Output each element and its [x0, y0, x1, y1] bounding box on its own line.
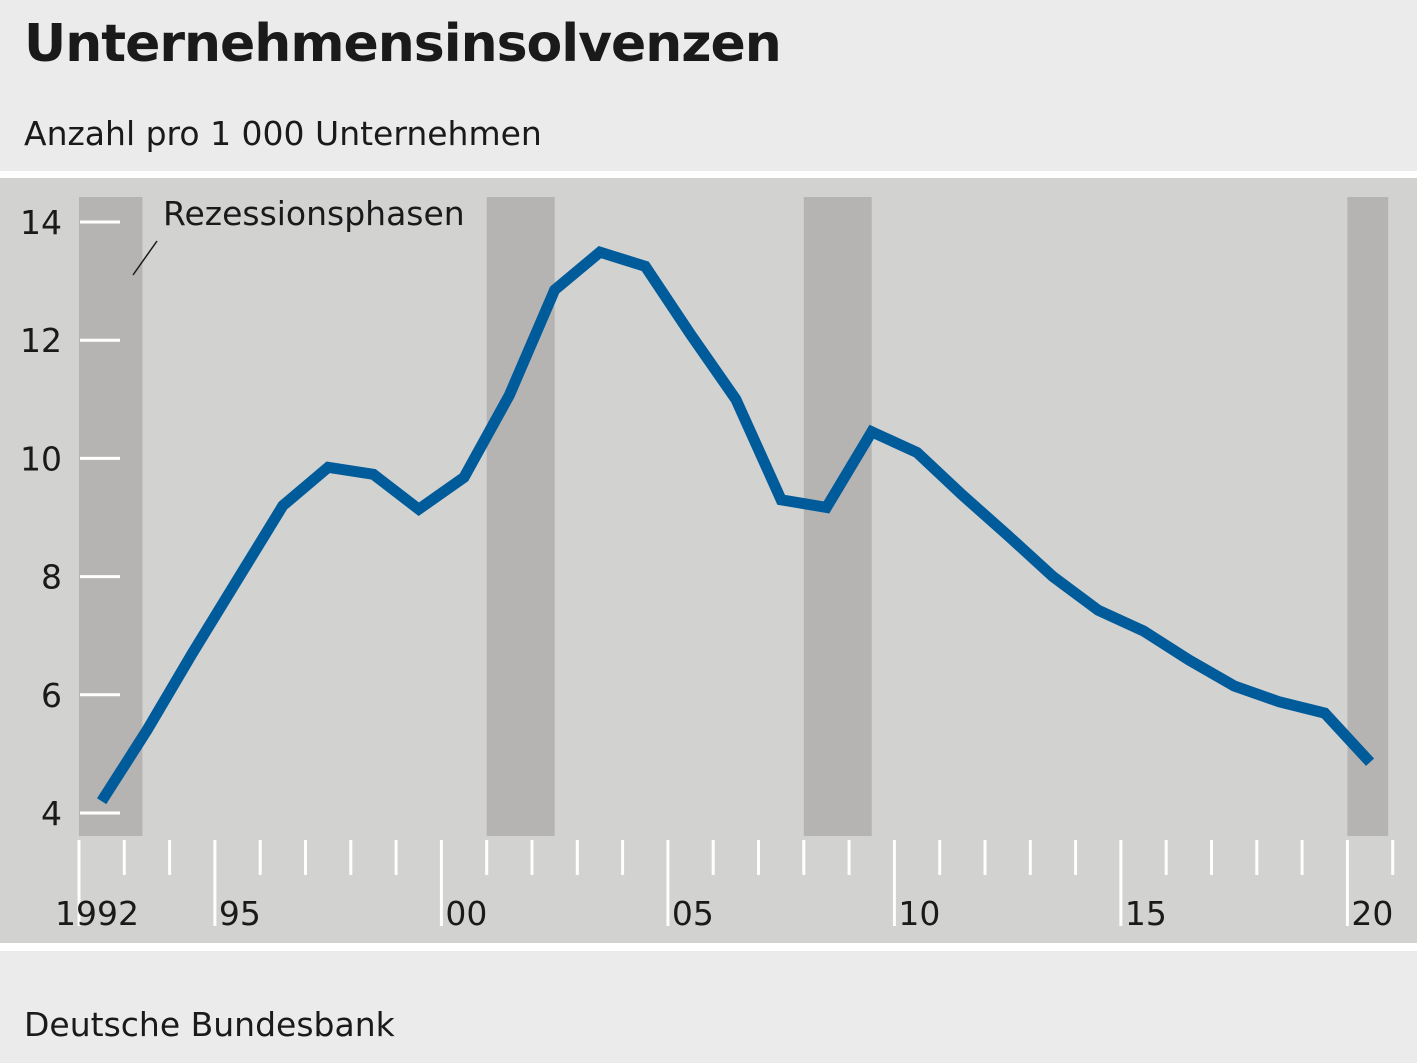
chart-title: Unternehmensinsolvenzen [24, 14, 782, 74]
panel-bottom-border [0, 943, 1417, 951]
plot-panel [0, 178, 1417, 943]
chart-subtitle: Anzahl pro 1 000 Unternehmen [24, 114, 542, 153]
x-tick-label: 95 [219, 894, 261, 933]
recession-band [1347, 197, 1389, 836]
x-tick-label: 15 [1125, 894, 1167, 933]
source-note: Deutsche Bundesbank [24, 1005, 395, 1044]
x-tick-label: 1992 [55, 894, 139, 933]
y-tick-label: 4 [41, 794, 62, 833]
recession-band [803, 197, 872, 836]
y-tick-label: 10 [20, 439, 62, 478]
x-tick-label: 05 [672, 894, 714, 933]
panel-top-border [0, 171, 1417, 178]
y-tick-label: 6 [41, 676, 62, 715]
recession-band [486, 197, 555, 836]
y-tick-label: 14 [20, 203, 62, 242]
annotation-label: Rezessionsphasen [163, 194, 465, 233]
y-tick-label: 12 [20, 321, 62, 360]
annotation-leader [132, 240, 158, 276]
x-tick-label: 10 [898, 894, 940, 933]
x-tick-label: 00 [445, 894, 487, 933]
x-tick-label: 20 [1351, 894, 1393, 933]
y-tick-label: 8 [41, 558, 62, 597]
recession-band [79, 197, 143, 836]
